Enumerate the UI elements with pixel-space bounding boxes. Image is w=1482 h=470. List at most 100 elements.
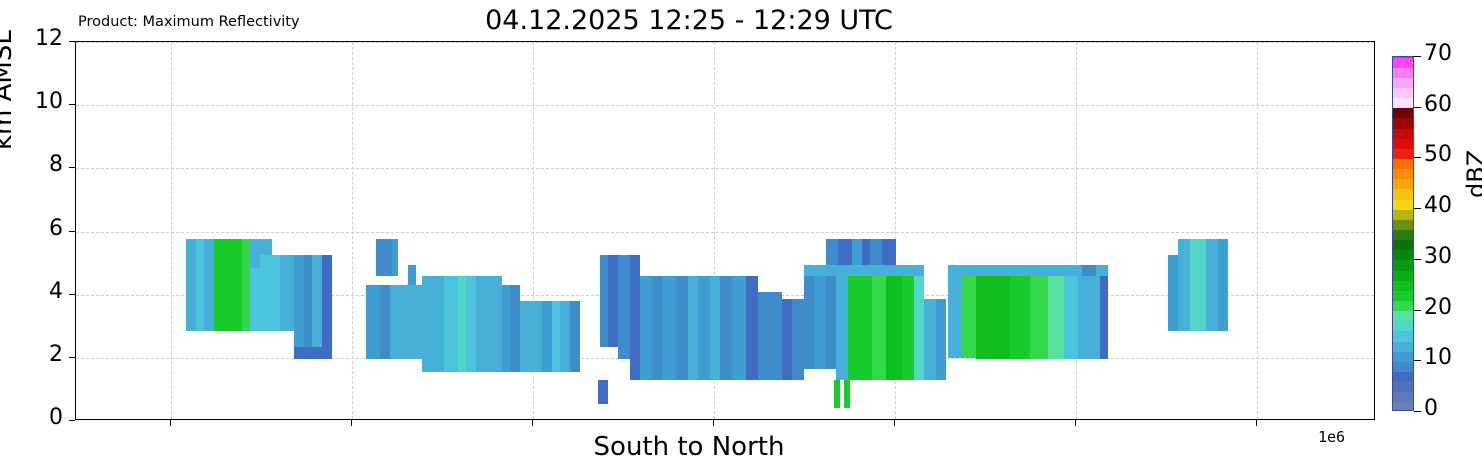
colorbar-segment (1393, 341, 1413, 352)
reflectivity-cell (272, 255, 280, 331)
reflectivity-cell (618, 255, 630, 360)
y-axis-tick (69, 293, 75, 295)
colorbar-segment (1393, 188, 1413, 200)
reflectivity-cell (312, 255, 322, 347)
colorbar-segment (1393, 107, 1413, 119)
colorbar-tick (1414, 157, 1421, 159)
gridline-vertical (1257, 42, 1258, 419)
colorbar-segment (1393, 381, 1413, 393)
reflectivity-cell (366, 285, 380, 360)
reflectivity-cell (196, 239, 204, 331)
reflectivity-cell (422, 275, 432, 373)
colorbar-tick (1414, 411, 1421, 412)
y-axis-tick (69, 420, 75, 421)
colorbar-segment (1393, 361, 1413, 373)
y-axis-tick (69, 356, 75, 358)
reflectivity-cell (1206, 239, 1218, 331)
x-axis-tick (1256, 420, 1257, 426)
reflectivity-cell (698, 275, 710, 380)
page-title: 04.12.2025 12:25 - 12:29 UTC (485, 5, 893, 36)
colorbar-segment (1393, 330, 1413, 342)
y-axis-tick-label: 12 (35, 26, 63, 51)
reflectivity-cell (466, 275, 476, 373)
colorbar-segment (1393, 199, 1413, 210)
gridline-horizontal (76, 42, 1374, 43)
colorbar-tick (1414, 258, 1421, 260)
reflectivity-cell (804, 264, 924, 276)
colorbar-segment (1393, 87, 1413, 99)
reflectivity-cell (834, 379, 840, 409)
reflectivity-cell (476, 275, 490, 373)
reflectivity-cell (652, 275, 662, 380)
reflectivity-cell (560, 300, 570, 373)
y-axis-tick-label: 4 (49, 278, 63, 304)
reflectivity-cell (1090, 275, 1100, 360)
colorbar-segment (1393, 117, 1413, 129)
colorbar-segment (1393, 229, 1413, 241)
y-axis-tick-label: 6 (49, 215, 63, 241)
colorbar-segment (1393, 57, 1413, 68)
colorbar-segment (1393, 300, 1413, 312)
x-axis-tick (351, 420, 352, 426)
reflectivity-cell (720, 275, 732, 380)
reflectivity-cell (390, 285, 400, 360)
reflectivity-cell (408, 285, 422, 360)
colorbar-segment (1393, 148, 1413, 160)
colorbar-tick-label: 50 (1424, 142, 1452, 168)
reflectivity-cell (502, 285, 510, 373)
reflectivity-cell (532, 300, 542, 373)
reflectivity-cell (294, 255, 304, 347)
reflectivity-cell (458, 275, 466, 373)
reflectivity-cell (902, 275, 914, 380)
reflectivity-cell (870, 239, 882, 265)
colorbar-label: dBZ (1462, 149, 1482, 198)
reflectivity-cell (1190, 239, 1206, 331)
reflectivity-cell (432, 275, 444, 373)
gridline-vertical (895, 42, 896, 419)
reflectivity-cell (280, 255, 294, 331)
colorbar-segment (1393, 97, 1413, 109)
reflectivity-cell (214, 239, 242, 331)
x-axis-tick (894, 420, 895, 426)
colorbar-segment (1393, 320, 1413, 332)
colorbar-segment (1393, 209, 1413, 220)
reflectivity-cell (732, 275, 746, 380)
colorbar-segment (1393, 249, 1413, 261)
y-axis-label: km AMSL (0, 30, 18, 150)
gridline-horizontal (76, 168, 1374, 170)
reflectivity-cell (552, 300, 560, 373)
x-axis-tick (1075, 420, 1076, 426)
colorbar-segment (1393, 391, 1413, 403)
colorbar-segment (1393, 138, 1413, 149)
x-axis-tick (713, 420, 714, 426)
product-label: Product: Maximum Reflectivity (78, 14, 300, 30)
x-axis-label: South to North (593, 432, 785, 462)
reflectivity-cell (1010, 275, 1030, 360)
colorbar-tick-label: 20 (1424, 294, 1452, 320)
reflectivity-cell (1100, 275, 1108, 360)
colorbar-segment (1393, 128, 1413, 139)
colorbar-segment (1393, 401, 1413, 410)
reflectivity-cell (948, 264, 1108, 276)
reflectivity-cell (408, 264, 416, 286)
reflectivity-cell (1218, 239, 1228, 331)
reflectivity-cell (1178, 239, 1190, 331)
reflectivity-cell (598, 379, 608, 404)
reflectivity-cell (260, 255, 272, 331)
reflectivity-cell (848, 275, 872, 380)
reflectivity-cell (782, 299, 792, 380)
colorbar-segment (1393, 351, 1413, 362)
colorbar-tick-label: 0 (1424, 396, 1438, 421)
reflectivity-cell (542, 300, 552, 373)
reflectivity-cell (490, 275, 502, 373)
y-axis-tick-label: 10 (35, 89, 63, 115)
colorbar-segment (1393, 168, 1413, 180)
colorbar-segment (1393, 77, 1413, 89)
reflectivity-cell (768, 291, 782, 380)
colorbar-tick-label: 30 (1424, 243, 1452, 269)
reflectivity-cell (852, 239, 862, 265)
reflectivity-cell (804, 275, 814, 369)
x-axis-tick (532, 420, 533, 426)
colorbar-segment (1393, 158, 1413, 170)
reflectivity-cell (510, 285, 520, 373)
